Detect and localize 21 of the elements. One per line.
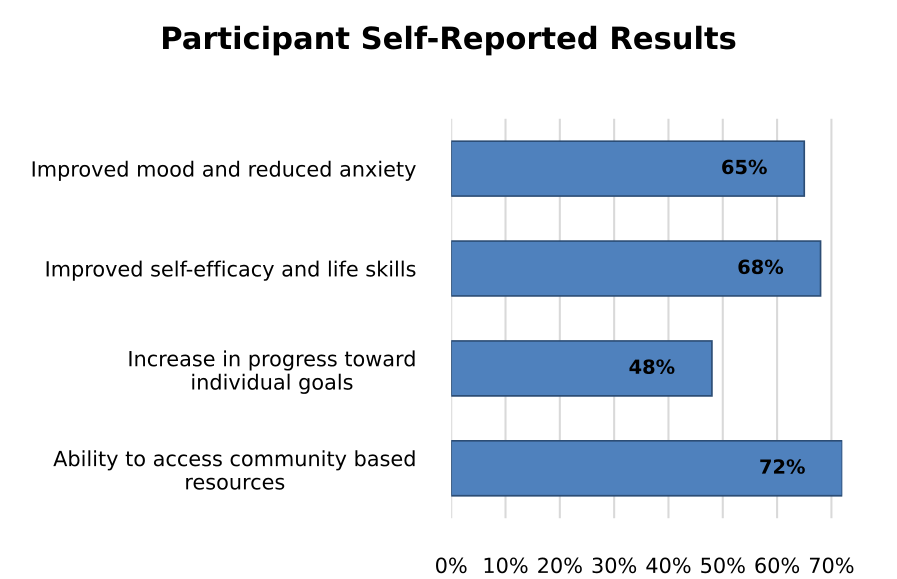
chart-title: Participant Self-Reported Results bbox=[163, 26, 736, 56]
x-tick-label: 0% bbox=[436, 557, 467, 574]
bar bbox=[451, 240, 822, 297]
y-tick-label: Ability to access community based resources bbox=[53, 450, 415, 490]
x-tick-label: 30% bbox=[592, 557, 636, 574]
x-tick-label: 50% bbox=[701, 557, 745, 574]
x-tick-label: 40% bbox=[646, 557, 690, 574]
data-label: 48% bbox=[629, 359, 675, 374]
y-tick-label: Improved self-efficacy and life skills bbox=[46, 260, 416, 281]
y-tick-label: Improved mood and reduced anxiety bbox=[32, 160, 416, 181]
bar bbox=[451, 340, 713, 397]
x-tick-label: 10% bbox=[484, 557, 528, 574]
bar bbox=[451, 440, 842, 497]
bar bbox=[451, 140, 806, 197]
x-tick-label: 70% bbox=[810, 557, 854, 574]
x-tick-label: 60% bbox=[755, 557, 800, 574]
x-tick-label: 20% bbox=[538, 557, 582, 574]
data-label: 65% bbox=[722, 160, 767, 174]
y-tick-label: Increase in progress toward individual goals bbox=[129, 350, 415, 394]
data-label: 72% bbox=[760, 459, 805, 474]
data-label: 68% bbox=[738, 259, 784, 274]
